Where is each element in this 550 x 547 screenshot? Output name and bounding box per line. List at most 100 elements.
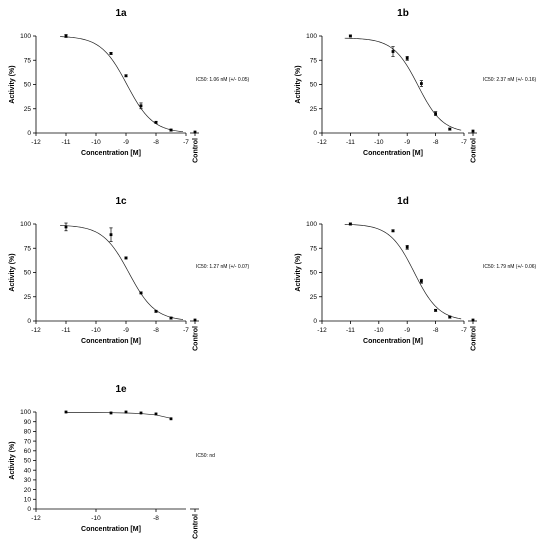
data-point	[64, 34, 68, 38]
y-tick-label: 10	[24, 497, 32, 504]
y-tick-label: 100	[306, 221, 317, 228]
y-tick-label: 50	[310, 270, 318, 277]
data-point	[169, 128, 173, 132]
chart-panel-1a: 1a 0 25 50 75 100 Activity (%) -12 -11 -10 -9 -8 -7 C…	[9, 8, 250, 163]
chart-title: 1c	[115, 196, 127, 207]
data-point	[64, 225, 68, 229]
chart-panel-1b: 1b 0 25 50 75 100 Activity (%) -12 -11 -10 -9 -8 -7 C…	[295, 8, 537, 163]
x-tick-label: -9	[123, 327, 129, 334]
control-label: Control	[471, 326, 478, 351]
control-point	[193, 318, 197, 322]
y-tick-label: 0	[27, 318, 31, 325]
x-tick-label: -9	[404, 327, 410, 334]
data-point	[154, 309, 158, 313]
chart-title: 1d	[397, 196, 409, 207]
data-point	[124, 74, 128, 78]
data-point	[124, 256, 128, 260]
control-point	[471, 129, 475, 133]
y-tick-label: 25	[310, 106, 318, 113]
x-tick-label: -7	[461, 327, 467, 334]
y-tick-label: 50	[310, 82, 318, 89]
data-point	[420, 82, 423, 85]
y-tick-label: 50	[24, 82, 32, 89]
data-point	[154, 120, 158, 124]
fit-curve	[344, 223, 462, 320]
control-point	[193, 130, 197, 134]
y-tick-label: 75	[310, 245, 318, 252]
ic50-annotation: IC50: nd	[196, 453, 215, 459]
y-tick-label: 0	[313, 318, 317, 325]
fit-curve	[344, 37, 462, 131]
y-tick-label: 50	[24, 270, 32, 277]
chart-title: 1e	[115, 384, 127, 395]
x-tick-label: -7	[183, 327, 189, 334]
y-tick-label: 90	[24, 419, 32, 426]
x-tick-label: -10	[91, 327, 101, 334]
y-tick-label: 0	[313, 130, 317, 137]
control-label: Control	[193, 326, 200, 351]
chart-title: 1a	[115, 8, 127, 19]
y-axis-label: Activity (%)	[9, 253, 16, 291]
x-tick-label: -11	[346, 139, 355, 146]
data-point	[448, 315, 452, 319]
y-tick-label: 75	[24, 245, 32, 252]
ic50-annotation: IC50: 1.79 nM (+/- 0.06)	[483, 264, 537, 270]
x-tick-label: -10	[374, 327, 384, 334]
data-point	[434, 308, 437, 312]
y-tick-label: 0	[27, 506, 31, 513]
data-point	[109, 233, 113, 237]
data-point	[405, 245, 409, 249]
data-point	[349, 34, 352, 38]
x-tick-label: -9	[404, 139, 410, 146]
ic50-annotation: IC50: 1.06 nM (+/- 0.05)	[196, 77, 250, 83]
chart-panel-1d: 1d 0 25 50 75 100 Activity (%) -12 -11 -10 -9 -8 -7 C…	[295, 196, 537, 351]
x-axis-label: Concentration [M]	[81, 338, 141, 345]
y-tick-label: 70	[24, 438, 32, 445]
y-tick-label: 50	[24, 458, 32, 465]
data-point	[169, 316, 173, 320]
y-axis-label: Activity (%)	[9, 65, 16, 103]
x-tick-label: -12	[317, 139, 327, 146]
y-axis-label: Activity (%)	[295, 65, 302, 103]
y-tick-label: 30	[24, 477, 32, 484]
data-point	[64, 410, 68, 414]
control-label: Control	[193, 514, 200, 539]
x-tick-label: -7	[183, 139, 189, 146]
data-point	[139, 411, 143, 415]
y-tick-label: 75	[24, 57, 32, 64]
data-point	[391, 50, 395, 53]
y-tick-label: 100	[306, 33, 317, 40]
x-tick-label: -12	[31, 327, 41, 334]
data-point	[169, 417, 173, 421]
data-point	[109, 411, 113, 415]
y-tick-label: 100	[20, 221, 31, 228]
y-axis-label: Activity (%)	[9, 441, 16, 479]
data-point	[420, 279, 423, 283]
x-tick-label: -9	[123, 139, 129, 146]
y-tick-label: 60	[24, 448, 32, 455]
x-axis-label: Concentration [M]	[363, 150, 423, 157]
ic50-annotation: IC50: 2.37 nM (+/- 0.16)	[483, 77, 537, 83]
data-point	[448, 127, 452, 131]
data-point	[139, 104, 143, 108]
x-tick-label: -8	[153, 327, 159, 334]
data-point	[391, 229, 395, 233]
control-label: Control	[193, 138, 200, 163]
data-point	[124, 410, 128, 414]
x-tick-label: -11	[346, 327, 355, 334]
x-tick-label: -8	[433, 327, 439, 334]
data-point	[109, 52, 113, 55]
x-tick-label: -12	[31, 515, 41, 522]
x-tick-label: -11	[62, 327, 71, 334]
y-axis-label: Activity (%)	[295, 253, 302, 291]
chart-panel-1e: 1e 0 10 20 30 40 50 60 70 80 90 100 Activity (%) -12 -…	[9, 384, 215, 539]
x-tick-label: -8	[433, 139, 439, 146]
data-point	[154, 412, 158, 416]
chart-title: 1b	[397, 8, 409, 19]
y-tick-label: 25	[24, 106, 32, 113]
x-tick-label: -7	[461, 139, 467, 146]
x-tick-label: -10	[91, 139, 101, 146]
x-tick-label: -12	[31, 139, 41, 146]
y-tick-label: 100	[20, 33, 31, 40]
